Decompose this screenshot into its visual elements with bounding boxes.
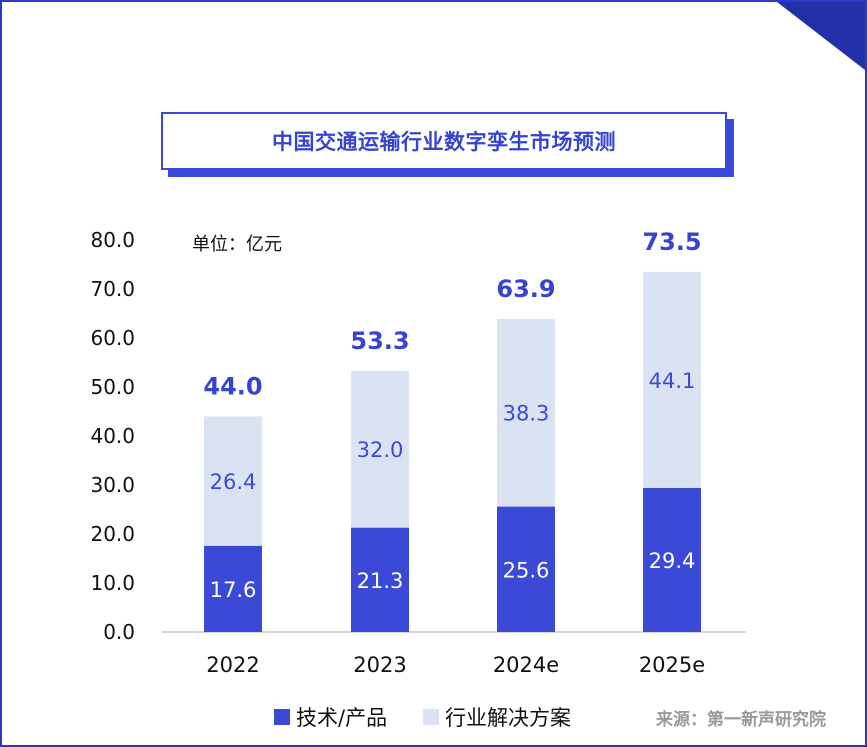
y-tick-label: 50.0 [90, 375, 135, 399]
bar-segment-solution [351, 370, 409, 528]
legend-swatch-solution [423, 709, 439, 725]
data-label-solution: 38.3 [503, 402, 550, 426]
total-label: 44.0 [203, 372, 262, 400]
bar-segment-solution [497, 318, 555, 507]
y-tick-label: 20.0 [90, 522, 135, 546]
bar-segment-tech [351, 527, 409, 632]
data-label-solution: 32.0 [357, 438, 404, 462]
bar-segment-solution [643, 271, 701, 488]
y-tick-label: 10.0 [90, 571, 135, 595]
data-label-tech: 17.6 [210, 578, 257, 602]
legend-label-tech: 技术/产品 [296, 706, 388, 730]
x-tick-label: 2022 [206, 653, 259, 677]
x-tick-label: 2025e [639, 653, 705, 677]
y-tick-label: 70.0 [90, 277, 135, 301]
legend-item-solution: 行业解决方案 [423, 702, 571, 732]
x-tick-label: 2024e [493, 653, 559, 677]
y-tick-label: 60.0 [90, 326, 135, 350]
data-label-tech: 29.4 [649, 549, 696, 573]
data-label-tech: 25.6 [503, 558, 550, 582]
data-label-solution: 44.1 [649, 369, 696, 393]
legend-swatch-tech [274, 709, 290, 725]
total-label: 63.9 [496, 275, 555, 303]
data-label-tech: 21.3 [357, 569, 404, 593]
total-label: 53.3 [350, 327, 409, 355]
y-tick-label: 40.0 [90, 424, 135, 448]
chart-title: 中国交通运输行业数字孪生市场预测 [272, 130, 616, 154]
bar-segment-tech [204, 545, 262, 632]
source-label: 来源：第一新声研究院 [656, 710, 826, 730]
legend-label-solution: 行业解决方案 [445, 706, 571, 730]
unit-label: 单位：亿元 [192, 234, 282, 255]
bar-segment-tech [643, 487, 701, 632]
y-tick-label: 30.0 [90, 473, 135, 497]
corner-decoration [777, 2, 865, 70]
data-label-solution: 26.4 [210, 470, 257, 494]
y-tick-label: 80.0 [90, 228, 135, 252]
bar-segment-solution [204, 416, 262, 546]
x-tick-label: 2023 [353, 653, 406, 677]
y-tick-label: 0.0 [103, 620, 135, 644]
legend-item-tech: 技术/产品 [274, 702, 387, 732]
title-box: 中国交通运输行业数字孪生市场预测 [161, 112, 727, 170]
total-label: 73.5 [642, 228, 701, 256]
bar-segment-tech [497, 506, 555, 632]
